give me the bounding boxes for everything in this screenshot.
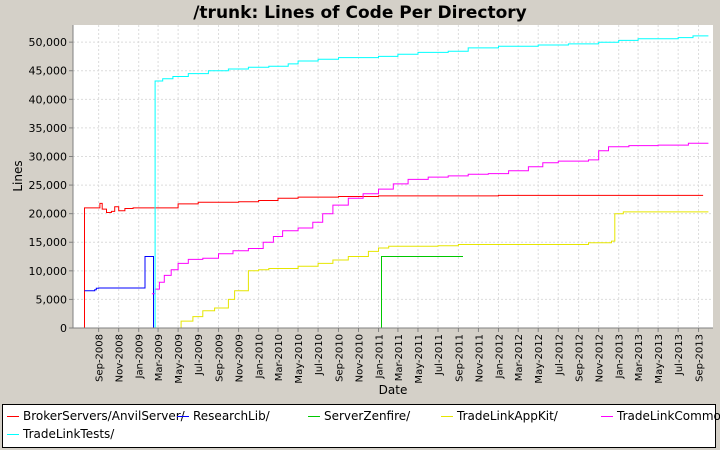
legend-swatch [601,415,613,417]
x-tick-label: Jul-2009 [194,334,205,376]
y-tick-label: 5,000 [36,293,68,306]
x-tick-label: Jul-2011 [434,334,445,376]
x-tick-label: Mar-2012 [514,334,525,381]
legend-label: TradeLinkAppKit/ [457,409,558,423]
x-tick-label: Sep-2009 [215,334,226,382]
x-tick-label: Nov-2012 [595,334,606,382]
legend-item: TradeLinkCommon/ [601,409,720,423]
series-line-serverzenfire [381,256,463,328]
y-tick-label: 15,000 [29,236,68,249]
legend-swatch [177,415,189,417]
legend-label: TradeLinkCommon/ [617,409,720,423]
x-tick-label: Mar-2011 [394,334,405,381]
x-tick-label: Jul-2013 [674,334,685,376]
x-tick-label: Jan-2013 [615,334,626,379]
legend-swatch [7,433,19,435]
x-tick-label: May-2010 [294,334,305,384]
x-tick-label: Sep-2013 [695,334,706,382]
x-tick-label: Jan-2009 [135,334,146,379]
x-tick-label: Sep-2011 [454,334,465,382]
x-tick-label: Mar-2009 [154,334,165,381]
y-tick-label: 45,000 [29,65,68,78]
x-tick-label: Jul-2012 [554,334,565,376]
x-tick-label: Mar-2010 [274,334,285,381]
x-tick-label: May-2011 [414,334,425,384]
x-tick-label: Sep-2010 [334,334,345,382]
x-tick-label: May-2013 [654,334,665,384]
series-line-tradelinktests [154,35,709,328]
x-tick-label: Sep-2008 [95,334,106,382]
y-tick-label: 40,000 [29,93,68,106]
legend: BrokerServers/AnvilServer/ResearchLib/Se… [2,404,720,448]
legend-label: ServerZenfire/ [324,409,411,423]
y-tick-label: 35,000 [29,122,68,135]
series-line-researchlib [84,256,154,328]
legend-item: TradeLinkAppKit/ [441,409,558,423]
x-tick-label: Jan-2012 [494,334,505,379]
legend-item: ServerZenfire/ [308,409,410,423]
legend-swatch [308,415,320,417]
x-tick-label: Nov-2009 [235,334,246,382]
y-tick-label: 10,000 [29,265,68,278]
legend-swatch [441,415,453,417]
legend-label: BrokerServers/AnvilServer/ [23,409,185,423]
x-tick-label: Nov-2008 [115,334,126,382]
x-tick-label: Sep-2012 [575,334,586,382]
legend-item: ResearchLib/ [177,409,270,423]
x-tick-label: Nov-2010 [355,334,366,382]
series-line-brokerservers-anvilserver [84,194,704,328]
series-line-tradelinkappkit [180,211,709,328]
legend-swatch [7,415,19,417]
y-tick-label: 30,000 [29,150,68,163]
chart-title: /trunk: Lines of Code Per Directory [193,3,527,23]
y-tick-label: 20,000 [29,208,68,221]
y-tick-label: 25,000 [29,179,68,192]
plot-background [73,25,713,328]
y-tick-label: 0 [60,322,67,335]
chart-svg: 0 5,000 10,000 15,000 20,000 25,000 30,000 35,0… [11,25,713,397]
legend-label: ResearchLib/ [193,409,270,423]
x-tick-label: Nov-2011 [474,334,485,382]
x-tick-label: May-2012 [534,334,545,384]
legend-item: BrokerServers/AnvilServer/ [7,409,185,423]
y-axis-label: Lines [11,160,25,191]
x-tick-label: Mar-2013 [634,334,645,381]
x-tick-label: Jan-2011 [375,334,386,379]
legend-item: TradeLinkTests/ [7,427,114,441]
y-tick-label: 50,000 [29,36,68,49]
x-axis-label: Date [379,383,408,397]
x-tick-label: Jan-2010 [255,334,266,379]
x-tick-label: Jul-2010 [314,334,325,376]
x-tick-label: May-2009 [174,334,185,384]
legend-label: TradeLinkTests/ [23,427,115,441]
series-line-tradelinkcommon [151,142,709,295]
